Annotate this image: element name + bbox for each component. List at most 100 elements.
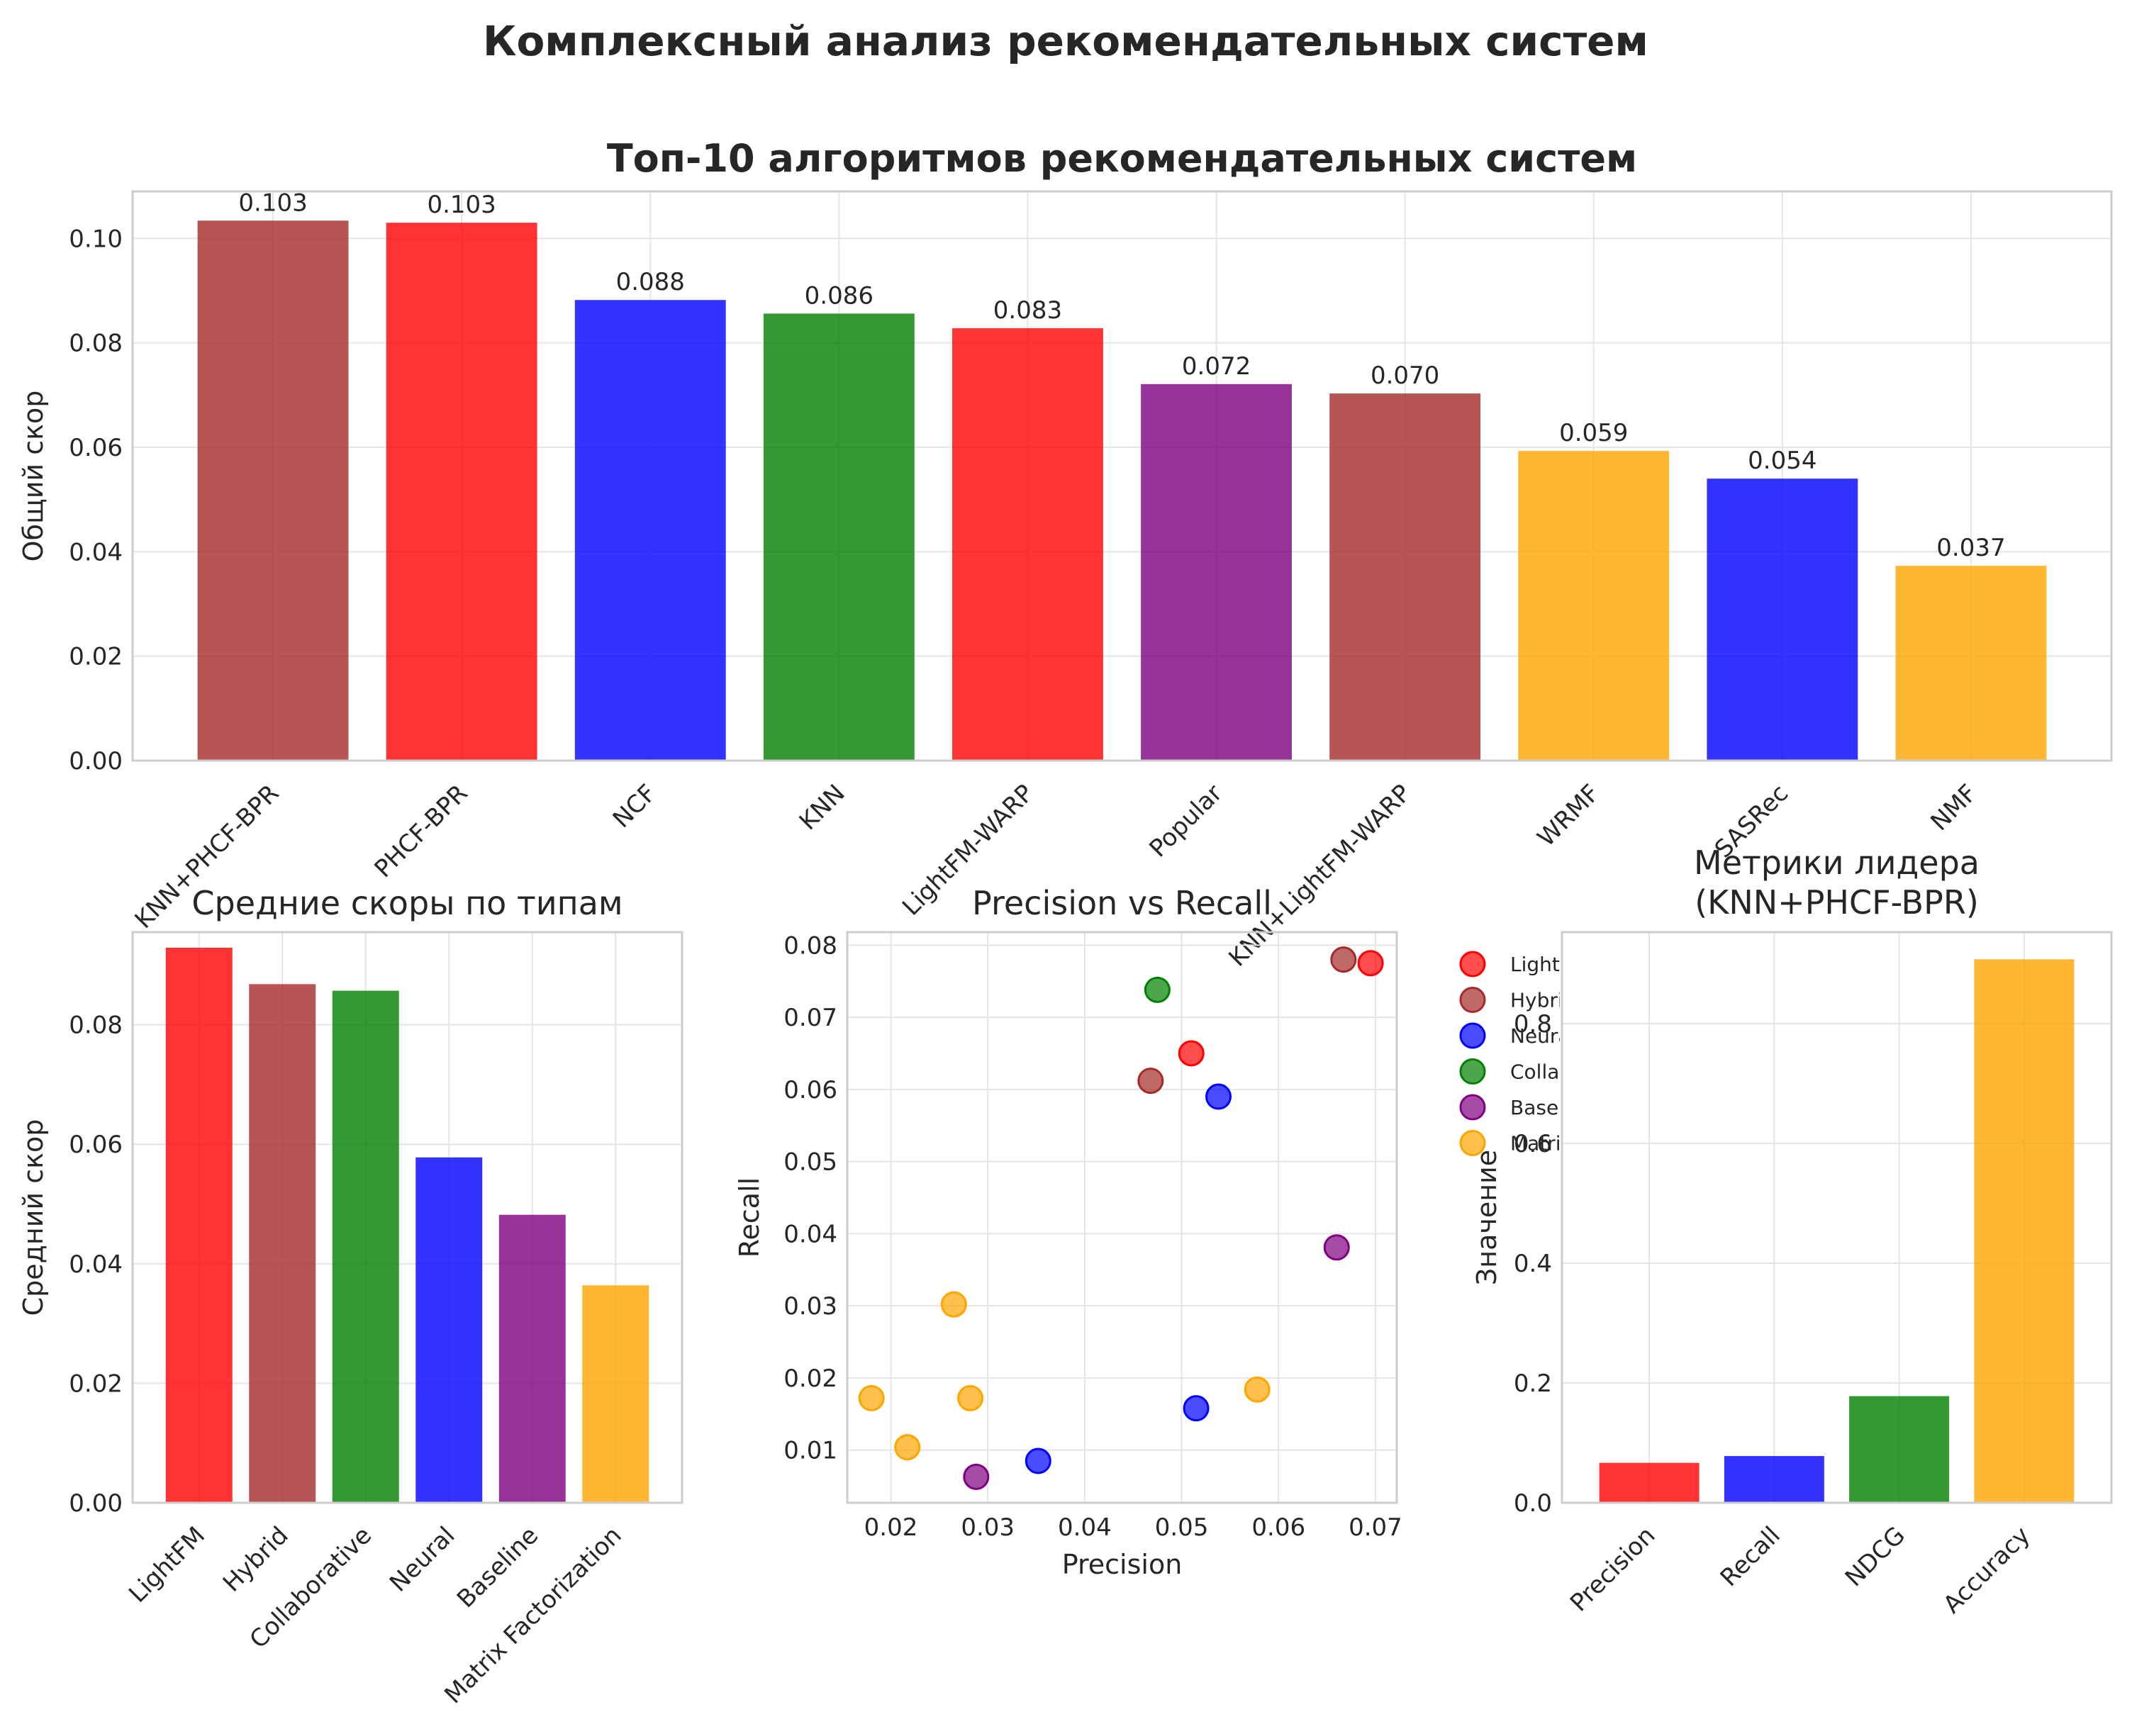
scatter-ytick-label: 0.01 (783, 1437, 837, 1465)
type-ytick-label: 0.00 (69, 1489, 123, 1518)
scatter-legend-label: Collaborative (1510, 1060, 1642, 1084)
scatter-point (1137, 1068, 1164, 1094)
type-ytick-label: 0.02 (69, 1370, 123, 1398)
scatter-point (1144, 976, 1171, 1003)
type-bar (415, 1157, 483, 1503)
scatter-point (1244, 1376, 1271, 1403)
scatter-xtick-label: 0.06 (1251, 1513, 1305, 1542)
top10-bar (952, 328, 1103, 761)
type-title: Средние скоры по типам (191, 884, 623, 922)
scatter-frame (846, 931, 1398, 1504)
scatter-point (963, 1463, 990, 1490)
type-frame (131, 931, 683, 1504)
leader-ytick-label: 0.4 (1514, 1250, 1552, 1278)
top10-ylabel: Общий скор (18, 391, 49, 562)
leader-ylabel: Значение (1471, 1150, 1502, 1285)
scatter-ylabel: Recall (734, 1177, 765, 1258)
leader-ytick-label: 0.6 (1514, 1130, 1552, 1158)
scatter-ytick-label: 0.05 (783, 1148, 837, 1177)
top10-bar (574, 300, 726, 761)
top10-bar (197, 220, 349, 761)
leader-bar (1724, 1456, 1824, 1503)
scatter-xtick-label: 0.03 (961, 1513, 1015, 1542)
type-ytick-label: 0.04 (69, 1250, 123, 1279)
scatter-legend-label: Matrix Factorization (1510, 1132, 1706, 1155)
leader-bar (1599, 1462, 1700, 1503)
scatter-title: Precision vs Recall (972, 884, 1272, 922)
scatter-point (858, 1384, 885, 1411)
type-ytick-label: 0.08 (69, 1012, 123, 1040)
top10-bar-value-label: 0.070 (1371, 362, 1439, 390)
scatter-ytick-label: 0.08 (783, 931, 837, 960)
top10-bar-value-label: 0.083 (993, 296, 1062, 325)
scatter-point (957, 1384, 984, 1411)
top10-bar (1518, 451, 1670, 761)
leader-ytick-label: 0.2 (1514, 1370, 1552, 1398)
scatter-ytick-label: 0.07 (783, 1004, 837, 1032)
top10-bar-value-label: 0.072 (1182, 352, 1251, 381)
top10-bar (386, 223, 537, 761)
scatter-legend-marker (1459, 987, 1486, 1013)
top10-ytick-label: 0.04 (69, 538, 123, 566)
scatter-point (1205, 1083, 1232, 1110)
leader-bar (1974, 959, 2075, 1503)
top10-title: Топ-10 алгоритмов рекомендательных систе… (607, 136, 1637, 181)
leader-title-line: (KNN+PHCF-BPR) (1695, 883, 1979, 922)
scatter-xlabel: Precision (1062, 1549, 1183, 1580)
top10-ytick-label: 0.10 (69, 225, 123, 253)
top10-bar-value-label: 0.059 (1559, 419, 1628, 447)
top10-bar (1895, 566, 2047, 761)
top10-bar (1707, 478, 1858, 761)
scatter-point (1330, 946, 1357, 973)
leader-ytick-label: 0.0 (1514, 1489, 1552, 1518)
precision-recall-chart: 0.02 0.03 0.04 0.05 0.06 0.07 0.01 0.02 0.03 0.04… (734, 884, 1706, 1580)
scatter-legend-marker (1459, 951, 1486, 978)
scatter-point (1025, 1447, 1051, 1474)
top10-ytick-label: 0.02 (69, 643, 123, 671)
scatter-legend-label: LightFM (1510, 953, 1588, 976)
top10-bar-value-label: 0.086 (805, 281, 874, 310)
type-ytick-label: 0.06 (69, 1131, 123, 1159)
scatter-legend-label: Neural (1510, 1024, 1575, 1048)
scatter-xtick-label: 0.02 (864, 1513, 918, 1542)
scatter-point (940, 1291, 967, 1318)
scatter-ytick-label: 0.04 (783, 1220, 837, 1248)
scatter-legend: LightFM Hybrid Neural Collaborative Baseline… (1459, 951, 1706, 1156)
top10-bar-value-label: 0.037 (1936, 534, 2005, 562)
type-bar (332, 990, 399, 1503)
scatter-legend-label: Hybrid (1510, 989, 1575, 1012)
top10-bar (1141, 383, 1292, 761)
top10-bar (1329, 393, 1481, 761)
type-bar (498, 1214, 566, 1503)
scatter-point (1178, 1040, 1205, 1067)
top10-bar (763, 313, 915, 761)
type-bar (582, 1285, 649, 1503)
scatter-xtick-label: 0.04 (1058, 1513, 1112, 1542)
scatter-legend-marker (1459, 1058, 1486, 1085)
top10-frame (131, 190, 2113, 762)
top10-ytick-label: 0.08 (69, 330, 123, 358)
leader-frame (1561, 931, 2113, 1504)
scatter-point (1357, 950, 1384, 977)
top10-ytick-label: 0.06 (69, 434, 123, 462)
top10-bar-value-label: 0.103 (238, 189, 307, 217)
top10-bar-value-label: 0.103 (427, 191, 496, 219)
scatter-point (1183, 1395, 1210, 1422)
top10-bar-value-label: 0.088 (616, 268, 685, 296)
scatter-legend-marker (1459, 1094, 1486, 1121)
figure-title: Комплексный анализ рекомендательных сист… (483, 17, 1648, 65)
scatter-ytick-label: 0.06 (783, 1076, 837, 1104)
scatter-xtick-label: 0.05 (1155, 1513, 1209, 1542)
top10-ytick-label: 0.00 (69, 747, 123, 775)
top10-bar-value-label: 0.054 (1748, 447, 1816, 475)
type-ylabel: Средний скор (18, 1119, 49, 1316)
leader-title-line: Метрики лидера (1694, 844, 1980, 882)
scatter-ytick-label: 0.02 (783, 1365, 837, 1393)
scatter-legend-label: Baseline (1510, 1096, 1595, 1119)
scatter-legend-marker (1459, 1022, 1486, 1049)
scatter-legend-marker (1459, 1130, 1486, 1156)
leader-bar (1849, 1396, 1950, 1503)
scatter-point (894, 1434, 921, 1461)
scatter-ytick-label: 0.03 (783, 1292, 837, 1321)
